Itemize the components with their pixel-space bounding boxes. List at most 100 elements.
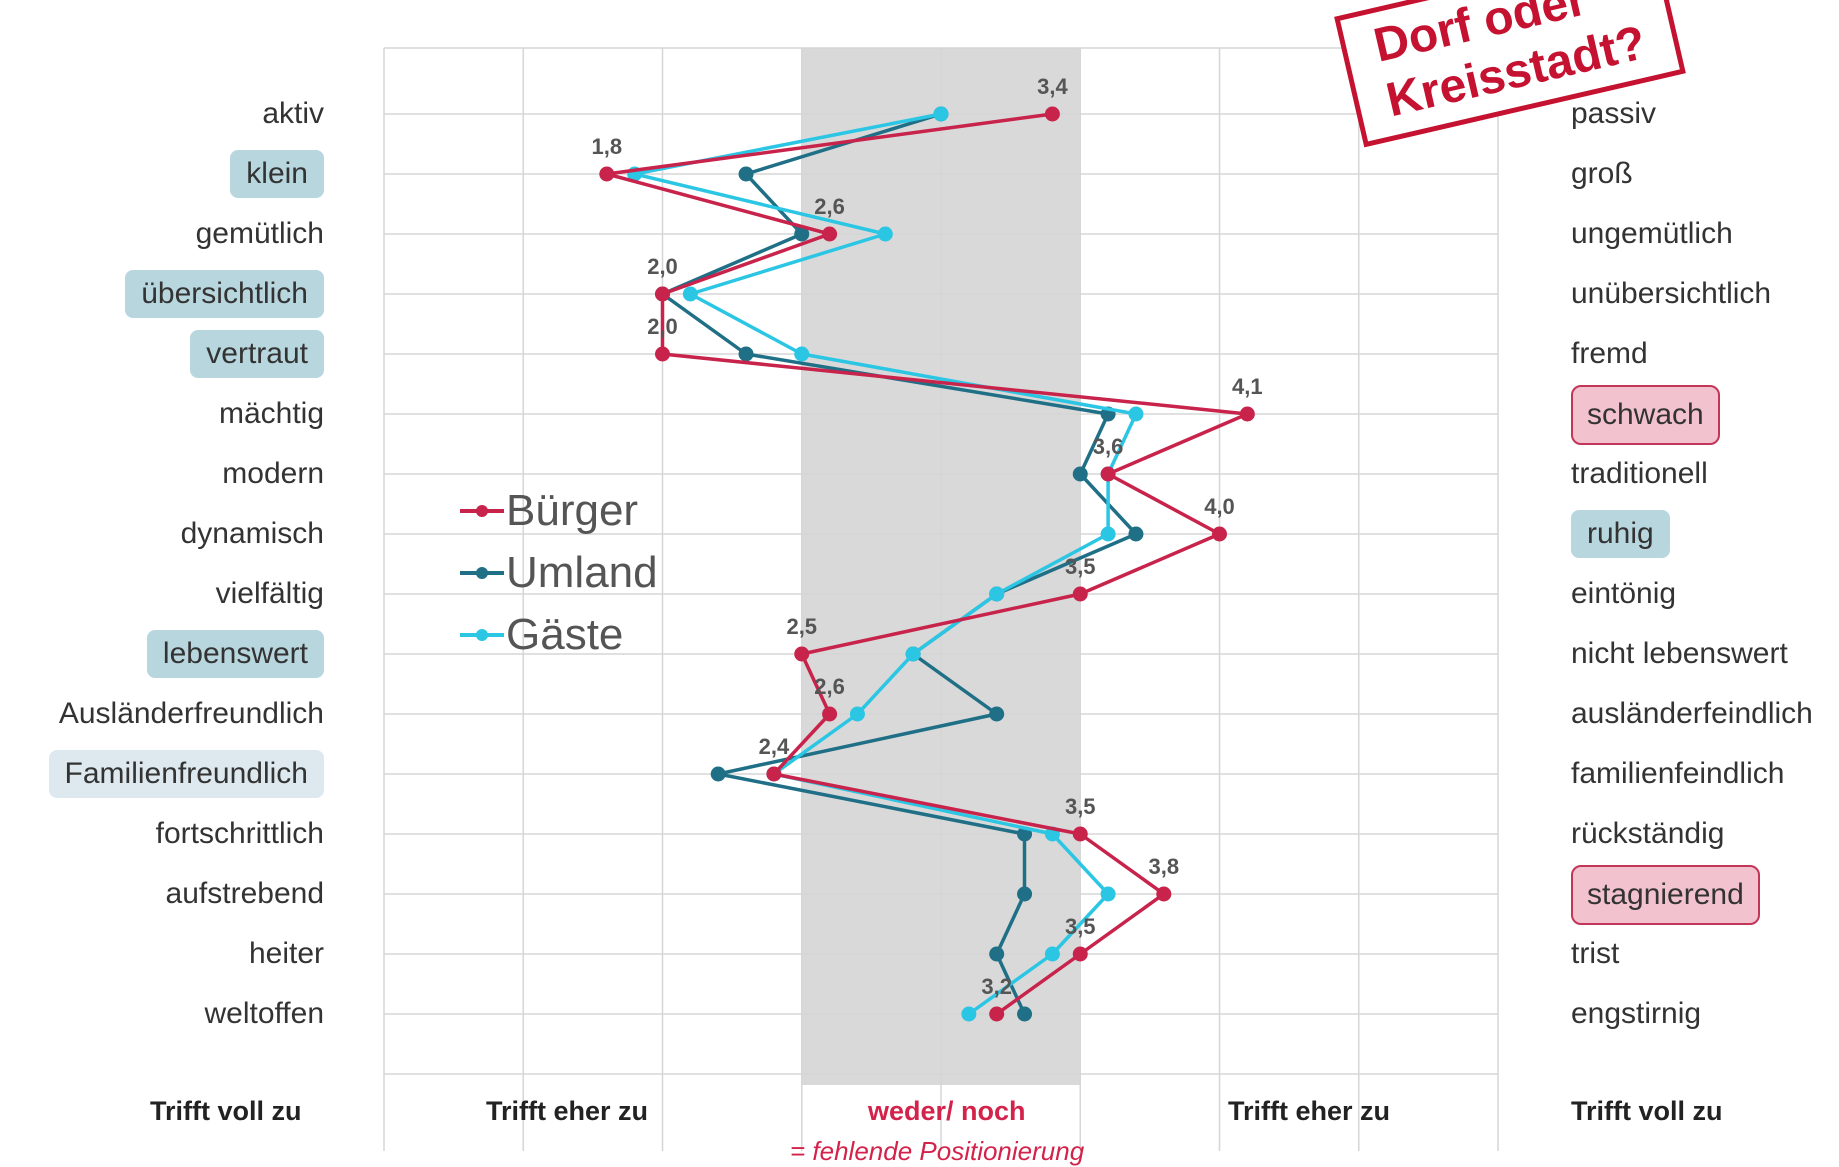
point-Bürger bbox=[794, 646, 810, 662]
right-attribute-label: nicht lebenswert bbox=[1571, 637, 1788, 670]
left-attribute-label: aufstrebend bbox=[165, 877, 324, 910]
right-attribute-label: engstirnig bbox=[1571, 997, 1702, 1030]
point-Umland bbox=[710, 766, 726, 782]
data-label: 3,4 bbox=[1037, 74, 1068, 99]
left-attribute-label: vertraut bbox=[190, 330, 324, 378]
point-Umland bbox=[1017, 886, 1033, 902]
left-attribute-label: dynamisch bbox=[180, 517, 324, 550]
point-Bürger bbox=[1100, 466, 1116, 482]
right-attribute-label: stagnierend bbox=[1571, 865, 1760, 925]
axis-label-left-mid: Trifft eher zu bbox=[486, 1096, 649, 1126]
point-Bürger bbox=[766, 766, 782, 782]
point-Umland bbox=[1072, 466, 1088, 482]
point-Umland bbox=[1128, 526, 1144, 542]
series-line-Bürger bbox=[605, 112, 1250, 1016]
data-label: 4,1 bbox=[1232, 374, 1263, 399]
point-Gäste bbox=[1044, 946, 1060, 962]
point-Gäste bbox=[877, 226, 893, 242]
left-attribute-label: übersichtlich bbox=[125, 270, 324, 318]
right-attribute-label: trist bbox=[1571, 937, 1620, 970]
left-attribute-label: vielfältig bbox=[215, 577, 324, 610]
data-label: 1,8 bbox=[592, 134, 623, 159]
data-label: 2,6 bbox=[814, 674, 845, 699]
legend-item: Umland bbox=[460, 542, 658, 604]
data-label: 3,2 bbox=[981, 974, 1012, 999]
point-Gäste bbox=[849, 706, 865, 722]
point-Gäste bbox=[1128, 406, 1144, 422]
right-attribute-label: unübersichtlich bbox=[1571, 277, 1772, 310]
point-Bürger bbox=[655, 286, 670, 302]
point-Bürger bbox=[822, 706, 838, 722]
left-attribute-label: gemütlich bbox=[195, 217, 324, 250]
right-attribute-label: passiv bbox=[1571, 97, 1657, 130]
data-label: 2,6 bbox=[814, 194, 845, 219]
right-attribute-label: eintönig bbox=[1571, 577, 1677, 610]
right-attribute-label: ruhig bbox=[1571, 510, 1670, 558]
point-Gäste bbox=[989, 586, 1005, 602]
series-line-Umland bbox=[660, 112, 1138, 1015]
data-label: 3,5 bbox=[1065, 914, 1096, 939]
data-label: 3,6 bbox=[1093, 434, 1124, 459]
left-attribute-label: weltoffen bbox=[204, 997, 324, 1030]
point-Gäste bbox=[933, 106, 949, 122]
point-Bürger bbox=[599, 166, 615, 182]
left-attribute-label: mächtig bbox=[218, 397, 324, 430]
right-attribute-label: rückständig bbox=[1571, 817, 1725, 850]
point-Umland bbox=[989, 946, 1005, 962]
point-Gäste bbox=[905, 646, 921, 662]
left-attribute-label: fortschrittlich bbox=[155, 817, 324, 850]
point-Umland bbox=[794, 226, 810, 242]
right-attribute-label: ungemütlich bbox=[1571, 217, 1733, 250]
data-label: 3,8 bbox=[1149, 854, 1180, 879]
left-attribute-label: modern bbox=[222, 457, 324, 490]
point-Umland bbox=[738, 166, 754, 182]
point-Bürger bbox=[1044, 106, 1060, 122]
data-label: 2,5 bbox=[786, 614, 817, 639]
point-Bürger bbox=[1072, 826, 1088, 842]
point-Umland bbox=[738, 346, 754, 362]
legend-label: Gäste bbox=[506, 610, 624, 659]
left-attribute-label: heiter bbox=[248, 937, 324, 970]
legend-label: Umland bbox=[506, 548, 658, 597]
point-Gäste bbox=[1100, 886, 1116, 902]
data-label: 2,0 bbox=[647, 314, 678, 339]
legend-swatch bbox=[460, 505, 504, 517]
chart-legend: Bürger Umland Gäste bbox=[460, 480, 658, 666]
legend-item: Bürger bbox=[460, 480, 658, 542]
point-Bürger bbox=[1072, 946, 1088, 962]
point-Umland bbox=[1017, 1006, 1033, 1022]
left-attribute-label: Ausländerfreundlich bbox=[58, 697, 324, 730]
axis-label-left-end: Trifft voll zu bbox=[150, 1096, 302, 1126]
point-Gäste bbox=[1100, 526, 1116, 542]
left-attribute-label: lebenswert bbox=[146, 630, 324, 678]
axis-label-right-end: Trifft voll zu bbox=[1571, 1096, 1723, 1126]
legend-item: Gäste bbox=[460, 604, 658, 666]
point-Bürger bbox=[822, 226, 838, 242]
point-Umland bbox=[989, 706, 1005, 722]
point-Bürger bbox=[1156, 886, 1172, 902]
point-Gäste bbox=[961, 1006, 977, 1022]
point-Bürger bbox=[1072, 586, 1088, 602]
data-label: 3,5 bbox=[1065, 554, 1096, 579]
right-attribute-label: ausländerfeindlich bbox=[1571, 697, 1813, 730]
point-Bürger bbox=[655, 346, 670, 362]
left-attribute-label: klein bbox=[230, 150, 324, 198]
point-Bürger bbox=[1212, 526, 1227, 542]
data-label: 3,5 bbox=[1065, 794, 1096, 819]
series-line-Gäste bbox=[632, 112, 1138, 1016]
point-Bürger bbox=[989, 1006, 1005, 1022]
axis-label-right-mid: Trifft eher zu bbox=[1228, 1096, 1391, 1126]
right-attribute-label: schwach bbox=[1571, 385, 1720, 445]
axis-label-neutral: weder/ noch bbox=[868, 1096, 1026, 1126]
data-label: 2,0 bbox=[647, 254, 678, 279]
point-Bürger bbox=[1239, 406, 1255, 422]
legend-swatch bbox=[460, 567, 504, 579]
legend-swatch bbox=[460, 629, 504, 641]
data-label: 4,0 bbox=[1204, 494, 1235, 519]
right-attribute-label: groß bbox=[1571, 157, 1633, 190]
axis-label-neutral-sub: = fehlende Positionierung bbox=[790, 1136, 1085, 1166]
right-attribute-label: familienfeindlich bbox=[1571, 757, 1785, 790]
left-attribute-label: aktiv bbox=[262, 97, 324, 130]
data-label: 2,4 bbox=[759, 734, 790, 759]
